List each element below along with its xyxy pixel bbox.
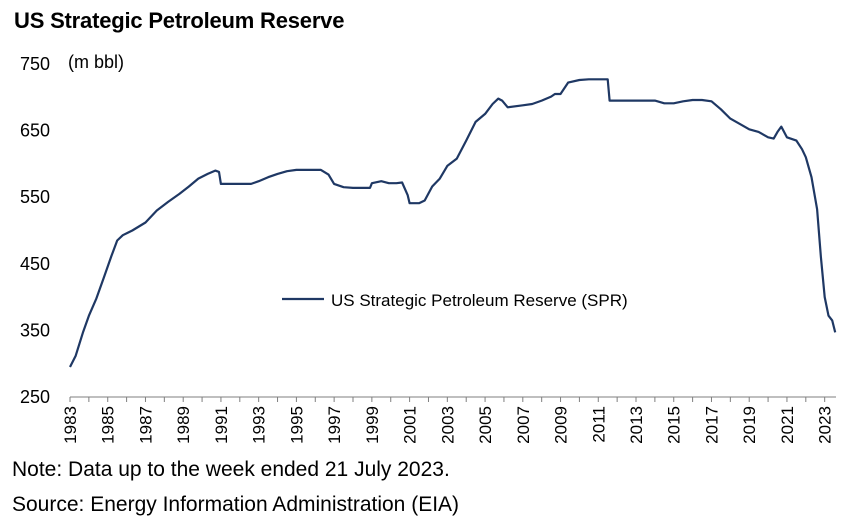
x-tick-label: 2015 [665, 406, 684, 444]
x-tick-label: 2009 [552, 406, 571, 444]
x-tick-label: 1983 [61, 406, 80, 444]
x-tick-label: 2019 [740, 406, 759, 444]
chart-title: US Strategic Petroleum Reserve [14, 8, 345, 33]
y-axis-unit-label: (m bbl) [68, 52, 125, 72]
legend: US Strategic Petroleum Reserve (SPR) [282, 291, 628, 310]
y-axis-tick-labels: 250 350 450 550 650 750 [20, 54, 50, 407]
x-tick-label: 2011 [589, 406, 608, 443]
x-tick-label: 2013 [627, 406, 646, 444]
spr-line-chart: 1983 1985 1987 1989 1991 1993 1995 1997 1999 2001… [20, 54, 837, 444]
x-tick-label: 1999 [363, 406, 382, 444]
x-tick-label: 2003 [438, 406, 457, 444]
x-tick-label: 2001 [401, 406, 420, 444]
x-tick-label: 2007 [514, 406, 533, 444]
legend-label: US Strategic Petroleum Reserve (SPR) [331, 291, 628, 310]
y-tick-label: 450 [20, 254, 50, 274]
x-tick-label: 1989 [174, 406, 193, 444]
x-tick-label: 1991 [212, 406, 231, 444]
x-tick-label: 1997 [325, 406, 344, 444]
x-tick-label: 1985 [99, 406, 118, 444]
x-axis-tick-labels: 1983 1985 1987 1989 1991 1993 1995 1997 1999 2001… [61, 406, 835, 444]
source-text: Source: Energy Information Administratio… [12, 493, 460, 516]
x-tick-label: 1993 [250, 406, 269, 444]
x-tick-label: 2005 [476, 406, 495, 444]
x-tick-label: 2017 [702, 406, 721, 444]
series-line-spr [69, 78, 837, 368]
y-tick-label: 750 [20, 54, 50, 74]
x-tick-label: 1995 [287, 406, 306, 444]
note-text: Note: Data up to the week ended 21 July … [12, 458, 450, 481]
y-tick-label: 650 [20, 121, 50, 141]
y-tick-label: 550 [20, 187, 50, 207]
x-tick-label: 1987 [136, 406, 155, 444]
x-tick-label: 2021 [778, 406, 797, 444]
x-tick-label: 2023 [816, 406, 835, 444]
y-tick-label: 350 [20, 320, 50, 340]
y-tick-label: 250 [20, 387, 50, 407]
x-axis-ticks [69, 397, 826, 402]
